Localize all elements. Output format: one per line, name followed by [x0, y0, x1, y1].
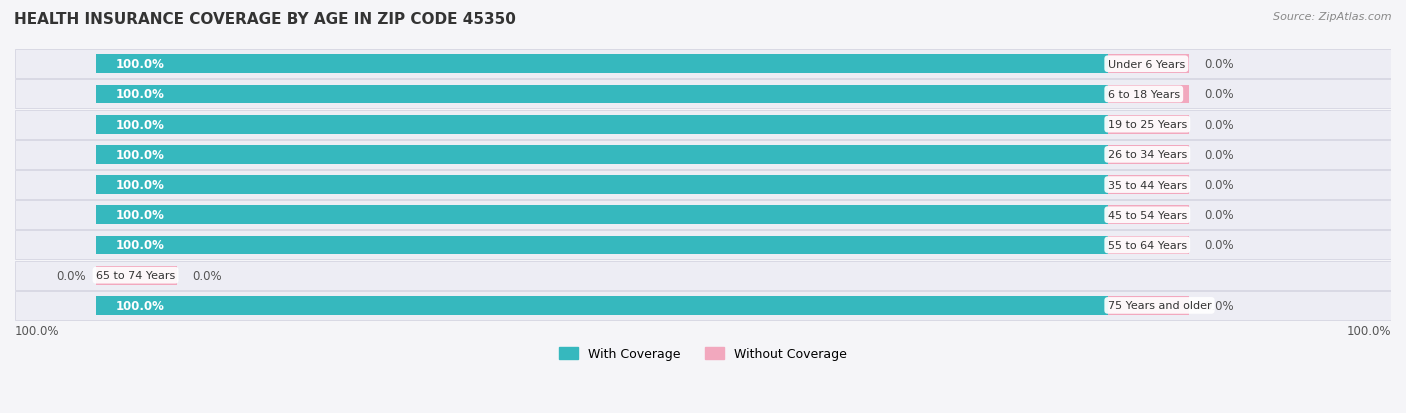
- Text: 100.0%: 100.0%: [117, 149, 165, 161]
- Text: 19 to 25 Years: 19 to 25 Years: [1108, 120, 1187, 130]
- Bar: [96, 266, 177, 285]
- Bar: [96, 85, 1108, 104]
- Text: 0.0%: 0.0%: [1204, 239, 1233, 252]
- Text: 35 to 44 Years: 35 to 44 Years: [1108, 180, 1187, 190]
- Bar: [15, 50, 1391, 79]
- Text: 100.0%: 100.0%: [117, 88, 165, 101]
- Text: 0.0%: 0.0%: [56, 269, 86, 282]
- Text: 100.0%: 100.0%: [117, 179, 165, 192]
- Bar: [15, 231, 1391, 260]
- Bar: [15, 261, 1391, 290]
- Bar: [15, 110, 1391, 139]
- Text: Source: ZipAtlas.com: Source: ZipAtlas.com: [1274, 12, 1392, 22]
- Text: 100.0%: 100.0%: [1347, 324, 1391, 337]
- Bar: [96, 116, 1108, 134]
- Text: 26 to 34 Years: 26 to 34 Years: [1108, 150, 1187, 160]
- Text: 100.0%: 100.0%: [117, 119, 165, 131]
- Bar: [15, 171, 1391, 199]
- Bar: [1108, 176, 1188, 195]
- Text: 100.0%: 100.0%: [117, 58, 165, 71]
- Text: 0.0%: 0.0%: [193, 269, 222, 282]
- Text: 0.0%: 0.0%: [1204, 299, 1233, 312]
- Bar: [1108, 206, 1188, 225]
- Bar: [1108, 116, 1188, 134]
- Bar: [96, 176, 1108, 195]
- Bar: [1108, 85, 1188, 104]
- Bar: [96, 55, 1108, 74]
- Text: 6 to 18 Years: 6 to 18 Years: [1108, 90, 1180, 100]
- Text: Under 6 Years: Under 6 Years: [1108, 59, 1185, 69]
- Text: 100.0%: 100.0%: [15, 324, 59, 337]
- Text: 0.0%: 0.0%: [1204, 149, 1233, 161]
- Bar: [96, 297, 1108, 315]
- Bar: [96, 146, 1108, 164]
- Text: 45 to 54 Years: 45 to 54 Years: [1108, 210, 1187, 220]
- Text: 100.0%: 100.0%: [117, 299, 165, 312]
- Text: 0.0%: 0.0%: [1204, 88, 1233, 101]
- Text: 0.0%: 0.0%: [1204, 179, 1233, 192]
- Text: HEALTH INSURANCE COVERAGE BY AGE IN ZIP CODE 45350: HEALTH INSURANCE COVERAGE BY AGE IN ZIP …: [14, 12, 516, 27]
- Bar: [15, 291, 1391, 320]
- Text: 75 Years and older: 75 Years and older: [1108, 301, 1212, 311]
- Bar: [1108, 146, 1188, 164]
- Text: 100.0%: 100.0%: [117, 209, 165, 222]
- Text: 65 to 74 Years: 65 to 74 Years: [96, 271, 176, 280]
- Text: 55 to 64 Years: 55 to 64 Years: [1108, 240, 1187, 250]
- Legend: With Coverage, Without Coverage: With Coverage, Without Coverage: [554, 342, 852, 366]
- Bar: [1108, 55, 1188, 74]
- Bar: [15, 140, 1391, 169]
- Text: 0.0%: 0.0%: [1204, 209, 1233, 222]
- Text: 0.0%: 0.0%: [1204, 58, 1233, 71]
- Bar: [1108, 236, 1188, 255]
- Text: 0.0%: 0.0%: [1204, 119, 1233, 131]
- Bar: [96, 236, 1108, 255]
- Bar: [15, 201, 1391, 230]
- Bar: [15, 80, 1391, 109]
- Bar: [96, 206, 1108, 225]
- Text: 100.0%: 100.0%: [117, 239, 165, 252]
- Bar: [1108, 297, 1188, 315]
